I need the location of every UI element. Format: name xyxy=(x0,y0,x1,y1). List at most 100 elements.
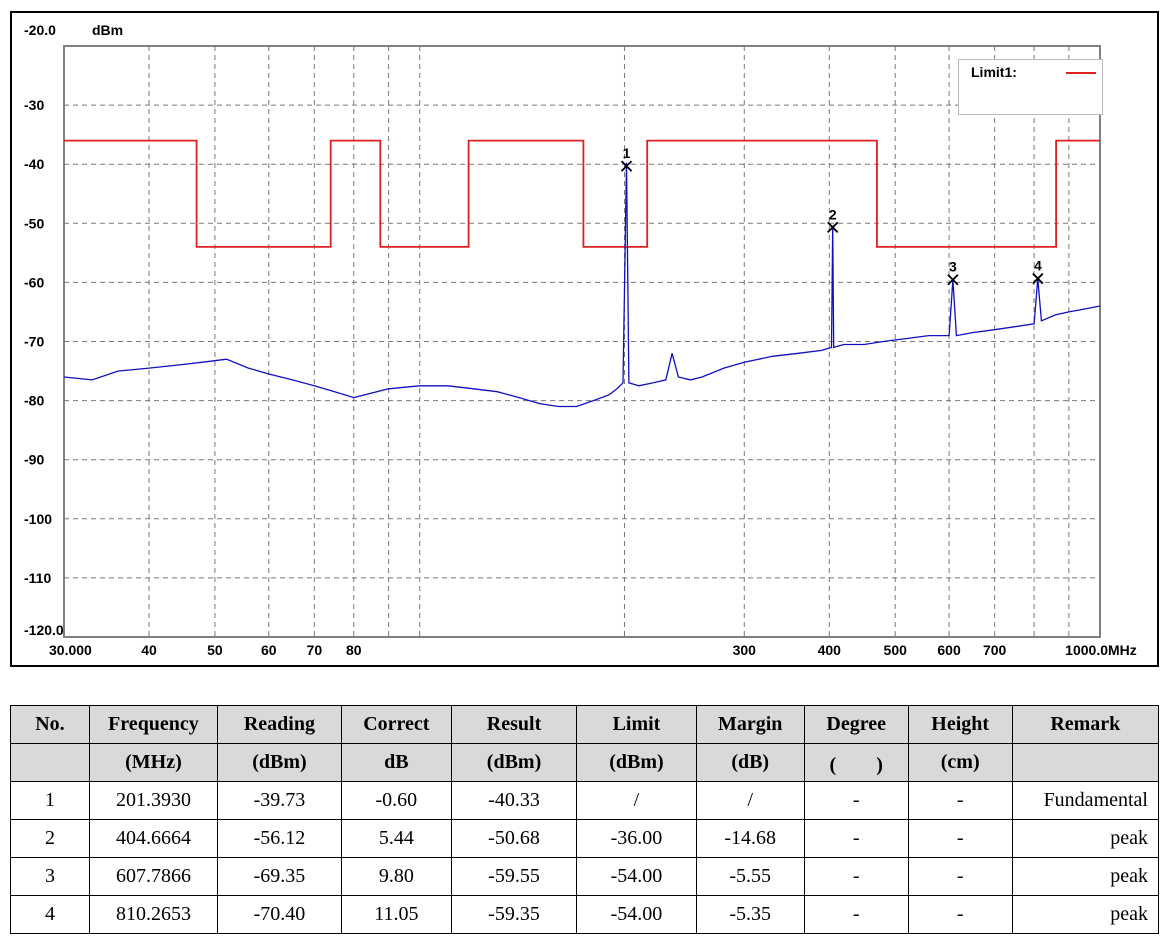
x-tick-label: 300 xyxy=(733,642,757,658)
column-unit-header: (dB) xyxy=(695,743,805,782)
column-header: No. xyxy=(10,705,90,744)
y-tick-label: -100 xyxy=(24,511,52,527)
table-cell: -59.55 xyxy=(450,857,578,896)
marker-x-4 xyxy=(1032,272,1044,285)
table-cell: peak xyxy=(1011,857,1160,896)
x-tick-label: 40 xyxy=(141,642,157,658)
x-tick-label: 60 xyxy=(261,642,277,658)
table-cell: 201.3930 xyxy=(88,781,219,820)
table-cell: -69.35 xyxy=(217,857,342,896)
y-tick-label: -30 xyxy=(24,97,44,113)
chart-legend: Limit1: xyxy=(958,59,1103,115)
x-tick-label: 70 xyxy=(307,642,323,658)
table-cell: -50.68 xyxy=(450,819,578,858)
table-cell: peak xyxy=(1011,819,1160,858)
column-unit-header: dB xyxy=(340,743,452,782)
limit-line xyxy=(64,139,1100,248)
table-cell: 3 xyxy=(10,857,90,896)
y-tick-label: -40 xyxy=(24,156,44,172)
table-cell: - xyxy=(803,895,909,934)
table-cell: 9.80 xyxy=(340,857,452,896)
column-unit-header: (cm) xyxy=(907,743,1013,782)
y-tick-label: -80 xyxy=(24,393,44,409)
marker-x-2 xyxy=(827,221,839,233)
table-cell: -5.35 xyxy=(695,895,805,934)
column-header: Result xyxy=(450,705,578,744)
table-cell: - xyxy=(803,857,909,896)
marker-label-3: 3 xyxy=(949,259,957,275)
table-cell: - xyxy=(907,895,1013,934)
legend-label-limit1: Limit1: xyxy=(971,64,1017,80)
x-tick-label: 1000.0 xyxy=(1065,642,1108,658)
table-cell: - xyxy=(907,781,1013,820)
table-cell: -54.00 xyxy=(576,857,697,896)
column-unit-header: (MHz) xyxy=(88,743,219,782)
column-header: Reading xyxy=(217,705,342,744)
table-cell: 4 xyxy=(10,895,90,934)
measurement-trace xyxy=(63,162,1101,408)
table-row: 4 810.2653 -70.40 11.05 -59.35 -54.00 -5.35- - p… xyxy=(10,895,1160,934)
table-cell: - xyxy=(803,819,909,858)
y-tick-label: -110 xyxy=(24,570,51,586)
table-cell: 1 xyxy=(10,781,90,820)
marker-x-1 xyxy=(620,160,633,172)
y-tick-label: -70 xyxy=(24,334,44,350)
x-tick-label: 700 xyxy=(983,642,1007,658)
table-cell: -5.55 xyxy=(695,857,805,896)
table-cell: -40.33 xyxy=(450,781,578,820)
y-tick-label: -20.0 xyxy=(24,22,56,38)
table-cell: -70.40 xyxy=(217,895,342,934)
column-header: Limit xyxy=(576,705,697,744)
x-unit-label: MHz xyxy=(1108,642,1137,658)
table-cell: 2 xyxy=(10,819,90,858)
column-header: Degree xyxy=(803,705,909,744)
table-cell: 5.44 xyxy=(340,819,452,858)
y-tick-label: -50 xyxy=(24,215,44,231)
column-unit-header: ( ) xyxy=(803,743,909,782)
table-cell: -14.68 xyxy=(695,819,805,858)
table-header-row: No. Frequency Reading Correct Result Limit Mar… xyxy=(10,705,1160,744)
column-header: Remark xyxy=(1011,705,1160,744)
spectrum-plot-svg: 1 2 3 4 -20.0 -30 -40 -50 -60 -70 -80 -90 -100 -110 -… xyxy=(24,22,1137,658)
x-tick-label: 80 xyxy=(346,642,362,658)
table-row: 1 201.3930 -39.73 -0.60 -40.33// - - Fundamenta… xyxy=(10,781,1160,820)
y-unit-label: dBm xyxy=(92,22,123,38)
column-header: Frequency xyxy=(88,705,219,744)
table-cell: -36.00 xyxy=(576,819,697,858)
table-cell: -0.60 xyxy=(340,781,452,820)
legend-swatch-limit1 xyxy=(1066,72,1096,74)
x-tick-label: 30.000 xyxy=(49,642,92,658)
table-cell: / xyxy=(576,781,697,820)
column-header: Margin xyxy=(695,705,805,744)
table-cell: 810.2653 xyxy=(88,895,219,934)
table-header-units-row: (MHz) (dBm) dB (dBm) (dBm) (dB)( ) (cm) xyxy=(10,743,1160,782)
marker-x-3 xyxy=(947,274,959,286)
marker-label-2: 2 xyxy=(829,206,837,222)
table-cell: - xyxy=(907,857,1013,896)
marker-label-1: 1 xyxy=(623,145,631,161)
table-row: 2 404.6664 -56.12 5.44 -50.68 -36.00 -14.68- - p… xyxy=(10,819,1160,858)
table-cell: 607.7866 xyxy=(88,857,219,896)
y-tick-label: -90 xyxy=(24,452,44,468)
column-header: Correct xyxy=(340,705,452,744)
column-unit-header: (dBm) xyxy=(576,743,697,782)
table-cell: peak xyxy=(1011,895,1160,934)
column-header: Height xyxy=(907,705,1013,744)
y-tick-label: -120.0 xyxy=(24,622,64,638)
table-cell: -39.73 xyxy=(217,781,342,820)
table-cell: -59.35 xyxy=(450,895,578,934)
column-unit-header xyxy=(10,743,90,782)
table-cell: / xyxy=(695,781,805,820)
column-unit-header xyxy=(1011,743,1160,782)
spectrum-chart: 1 2 3 4 -20.0 -30 -40 -50 -60 -70 -80 -90 -100 -110 -… xyxy=(10,11,1159,667)
x-tick-label: 50 xyxy=(207,642,223,658)
table-cell: - xyxy=(907,819,1013,858)
marker-label-4: 4 xyxy=(1034,258,1042,274)
table-cell: 11.05 xyxy=(340,895,452,934)
table-cell: - xyxy=(803,781,909,820)
table-cell: 404.6664 xyxy=(88,819,219,858)
x-tick-label: 500 xyxy=(884,642,908,658)
x-tick-label: 400 xyxy=(818,642,842,658)
column-unit-header: (dBm) xyxy=(217,743,342,782)
table-cell: -54.00 xyxy=(576,895,697,934)
